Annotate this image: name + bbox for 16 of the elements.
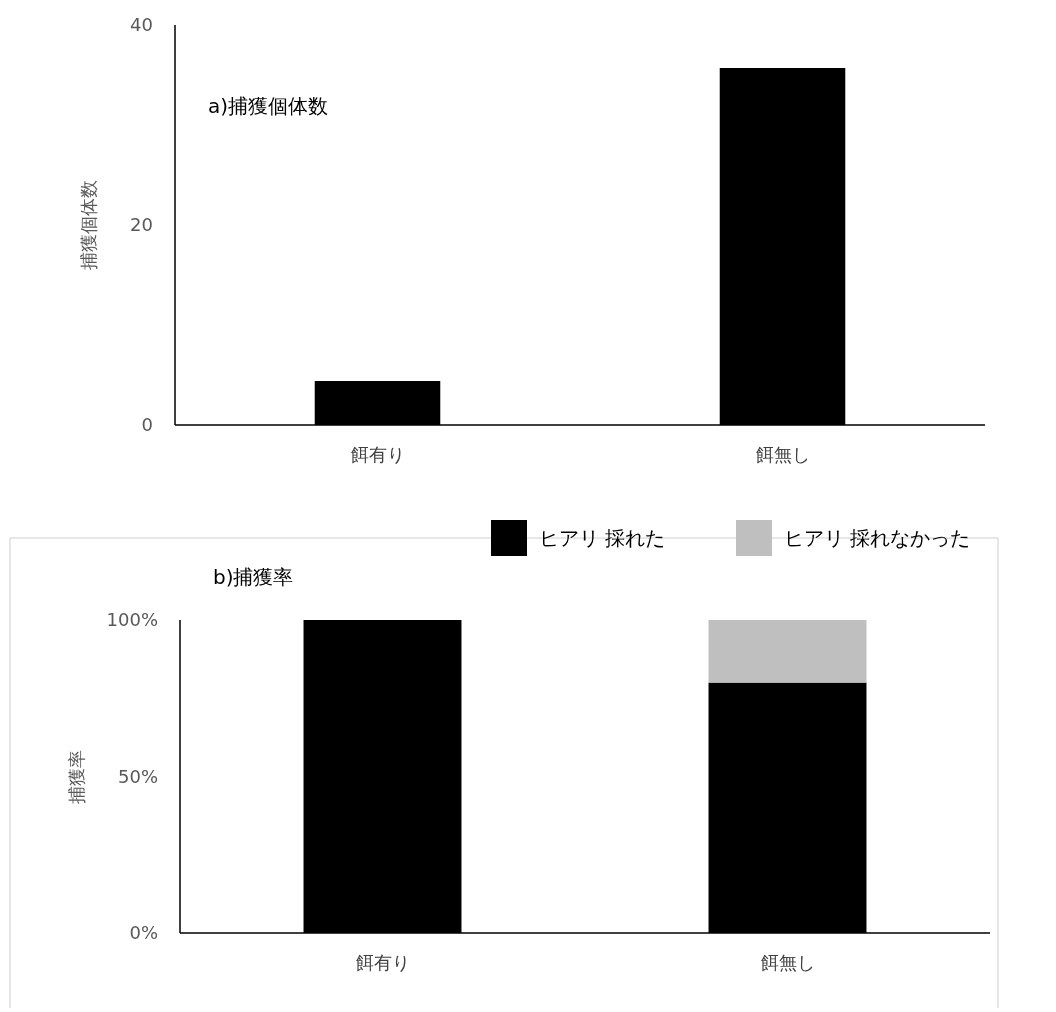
text: a)捕獲個体数 (208, 94, 329, 118)
y-tick-label: 40 (130, 14, 153, 36)
x-tick-label: 餌無し (760, 952, 815, 974)
x-tick-label: 餌有り (350, 444, 405, 466)
x-tick-label: 餌有り (355, 952, 410, 974)
x-tick-label: 餌無し (755, 444, 810, 466)
chart-title: b)捕獲率 (213, 565, 294, 589)
y-tick-label: 0 (141, 414, 153, 436)
y-tick-label: 50% (117, 765, 158, 787)
y-tick-label: 0% (129, 922, 158, 944)
y-axis-title: 捕獲個体数 (78, 180, 99, 270)
y-axis-title: 捕獲率 (66, 749, 87, 804)
legend-label: ヒアリ 採れなかった (784, 526, 971, 550)
y-tick-label: 20 (130, 214, 153, 236)
legend-label: ヒアリ 採れた (539, 526, 666, 550)
y-tick-label: 100% (106, 609, 158, 631)
